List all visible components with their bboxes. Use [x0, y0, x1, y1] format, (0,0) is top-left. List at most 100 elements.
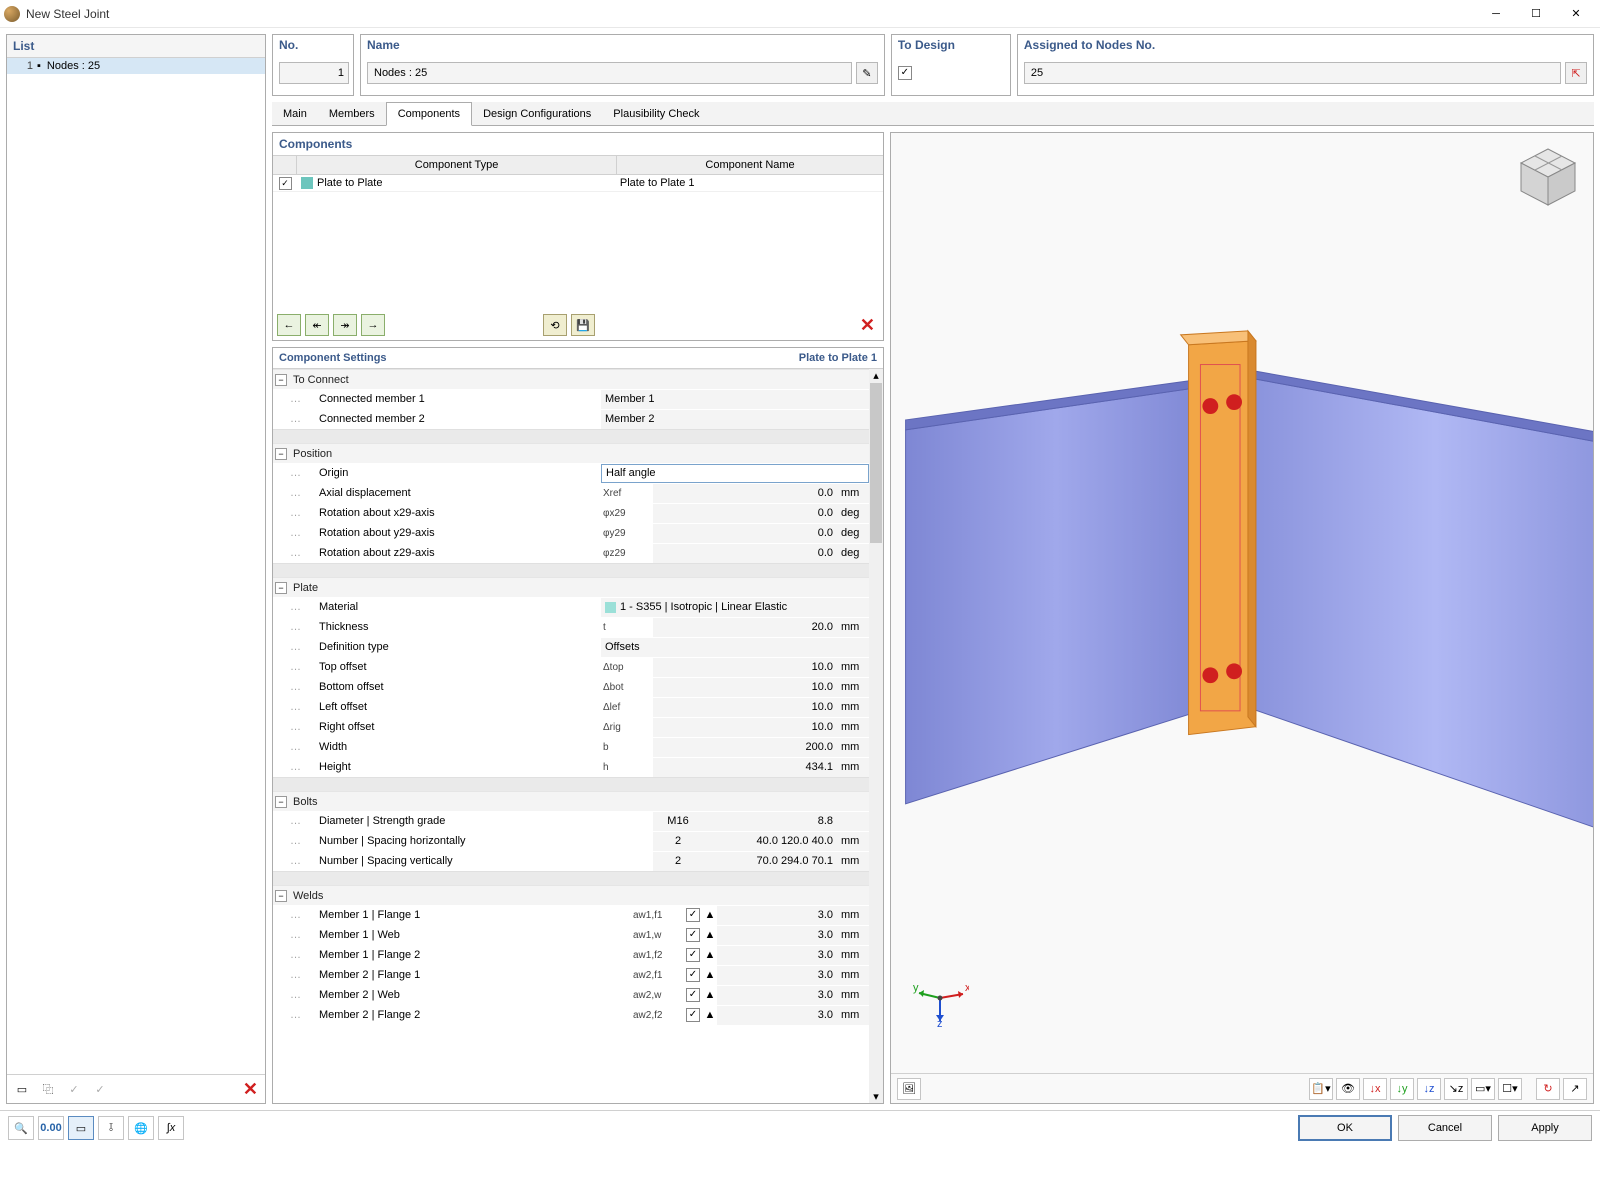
- move-up-icon[interactable]: ↞: [305, 314, 329, 336]
- prop-row[interactable]: …Member 2 | Webaw2,w✓▲3.0mm: [273, 985, 869, 1005]
- prop-row[interactable]: …Thicknesst20.0mm: [273, 617, 869, 637]
- prop-row[interactable]: …Member 1 | Webaw1,w✓▲3.0mm: [273, 925, 869, 945]
- delete-component-icon[interactable]: ✕: [856, 315, 879, 336]
- prop-value-a[interactable]: 2: [653, 852, 707, 871]
- cancel-button[interactable]: Cancel: [1398, 1115, 1492, 1141]
- view-x-icon[interactable]: ↓x: [1363, 1078, 1387, 1100]
- prop-value[interactable]: 200.0: [653, 738, 837, 757]
- weld-checkbox[interactable]: ✓: [686, 988, 700, 1002]
- prop-row[interactable]: …Number | Spacing vertically270.0 294.0 …: [273, 851, 869, 871]
- expander-icon[interactable]: −: [275, 374, 287, 386]
- add-icon[interactable]: ←: [277, 314, 301, 336]
- prop-value[interactable]: 10.0: [653, 718, 837, 737]
- move-down-icon[interactable]: ↠: [333, 314, 357, 336]
- selection-icon[interactable]: ▭: [68, 1116, 94, 1140]
- views-icon[interactable]: 📋▾: [1309, 1078, 1333, 1100]
- globe-icon[interactable]: 🌐: [128, 1116, 154, 1140]
- prop-value[interactable]: 434.1: [653, 758, 837, 777]
- prop-select[interactable]: Half angle: [601, 464, 869, 483]
- prop-value[interactable]: 3.0: [717, 966, 837, 985]
- prop-row[interactable]: …Connected member 2Member 2: [273, 409, 869, 429]
- prop-value-a[interactable]: M16: [653, 812, 707, 831]
- prop-row[interactable]: …Rotation about z29-axisφz290.0deg: [273, 543, 869, 563]
- iso-icon[interactable]: ↘z: [1444, 1078, 1468, 1100]
- export-icon[interactable]: ↗: [1563, 1078, 1587, 1100]
- row-checkbox[interactable]: ✓: [279, 177, 292, 190]
- display-mode-icon[interactable]: 🖼: [897, 1078, 921, 1100]
- box-icon[interactable]: ☐▾: [1498, 1078, 1522, 1100]
- delete-item-icon[interactable]: ✕: [239, 1079, 262, 1100]
- assigned-input[interactable]: 25: [1024, 62, 1561, 84]
- nav-cube-icon[interactable]: [1515, 145, 1581, 211]
- prop-value-b[interactable]: 70.0 294.0 70.1: [707, 852, 837, 871]
- prop-value[interactable]: 0.0: [653, 504, 837, 523]
- maximize-button[interactable]: ☐: [1516, 2, 1556, 26]
- tab-components[interactable]: Components: [386, 102, 472, 126]
- prop-value[interactable]: 10.0: [653, 698, 837, 717]
- prop-value[interactable]: Offsets: [601, 638, 869, 657]
- tab-design-configurations[interactable]: Design Configurations: [472, 102, 602, 125]
- prop-value[interactable]: 0.0: [653, 484, 837, 503]
- tab-main[interactable]: Main: [272, 102, 318, 125]
- prop-value[interactable]: 3.0: [717, 946, 837, 965]
- prop-row[interactable]: …Member 2 | Flange 2aw2,f2✓▲3.0mm: [273, 1005, 869, 1025]
- tab-plausibility-check[interactable]: Plausibility Check: [602, 102, 710, 125]
- prop-value[interactable]: 0.0: [653, 544, 837, 563]
- weld-checkbox[interactable]: ✓: [686, 928, 700, 942]
- prop-row[interactable]: …Material1 - S355 | Isotropic | Linear E…: [273, 597, 869, 617]
- prop-row[interactable]: …Rotation about x29-axisφx290.0deg: [273, 503, 869, 523]
- prop-value[interactable]: Member 2: [601, 410, 869, 429]
- weld-checkbox[interactable]: ✓: [686, 948, 700, 962]
- render-icon[interactable]: ▭▾: [1471, 1078, 1495, 1100]
- library-icon[interactable]: ⟲: [543, 314, 567, 336]
- prop-row[interactable]: …Bottom offsetΔbot10.0mm: [273, 677, 869, 697]
- group-to-connect[interactable]: −To Connect: [273, 369, 869, 389]
- ok-button[interactable]: OK: [1298, 1115, 1392, 1141]
- minimize-button[interactable]: ─: [1476, 2, 1516, 26]
- apply-button[interactable]: Apply: [1498, 1115, 1592, 1141]
- prop-value[interactable]: Member 1: [601, 390, 869, 409]
- prop-row[interactable]: …Axial displacementXref0.0mm: [273, 483, 869, 503]
- group-bolts[interactable]: −Bolts: [273, 791, 869, 811]
- prop-row[interactable]: …Diameter | Strength gradeM168.8: [273, 811, 869, 831]
- weld-checkbox[interactable]: ✓: [686, 908, 700, 922]
- close-button[interactable]: ✕: [1556, 2, 1596, 26]
- view-z-icon[interactable]: ↓z: [1417, 1078, 1441, 1100]
- prop-row[interactable]: …Left offsetΔlef10.0mm: [273, 697, 869, 717]
- expander-icon[interactable]: −: [275, 890, 287, 902]
- search-icon[interactable]: 🔍: [8, 1116, 34, 1140]
- prop-row[interactable]: …Widthb200.0mm: [273, 737, 869, 757]
- group-welds[interactable]: −Welds: [273, 885, 869, 905]
- prop-row[interactable]: …Right offsetΔrig10.0mm: [273, 717, 869, 737]
- prop-row[interactable]: …Member 2 | Flange 1aw2,f1✓▲3.0mm: [273, 965, 869, 985]
- prop-row[interactable]: …Definition typeOffsets: [273, 637, 869, 657]
- expander-icon[interactable]: −: [275, 582, 287, 594]
- prop-value[interactable]: 1 - S355 | Isotropic | Linear Elastic: [601, 598, 869, 617]
- prop-value[interactable]: 10.0: [653, 678, 837, 697]
- check-icon[interactable]: ✓: [62, 1078, 86, 1100]
- function-icon[interactable]: ∫x: [158, 1116, 184, 1140]
- joint-icon[interactable]: ⫱: [98, 1116, 124, 1140]
- expander-icon[interactable]: −: [275, 448, 287, 460]
- new-item-icon[interactable]: ▭: [10, 1078, 34, 1100]
- prop-value[interactable]: 3.0: [717, 986, 837, 1005]
- prop-row[interactable]: …OriginHalf angle: [273, 463, 869, 483]
- prop-value[interactable]: 0.0: [653, 524, 837, 543]
- prop-value-b[interactable]: 8.8: [707, 812, 837, 831]
- prop-row[interactable]: …Number | Spacing horizontally240.0 120.…: [273, 831, 869, 851]
- prop-value[interactable]: 3.0: [717, 1006, 837, 1025]
- view-y-icon[interactable]: ↓y: [1390, 1078, 1414, 1100]
- prop-row[interactable]: …Connected member 1Member 1: [273, 389, 869, 409]
- units-icon[interactable]: 0.00: [38, 1116, 64, 1140]
- copy-item-icon[interactable]: ⿻: [36, 1078, 60, 1100]
- group-plate[interactable]: −Plate: [273, 577, 869, 597]
- component-row[interactable]: ✓ Plate to Plate Plate to Plate 1: [273, 175, 883, 192]
- remove-icon[interactable]: →: [361, 314, 385, 336]
- prop-row[interactable]: …Rotation about y29-axisφy290.0deg: [273, 523, 869, 543]
- prop-row[interactable]: …Heighth434.1mm: [273, 757, 869, 777]
- scrollbar[interactable]: ▴ ▾: [869, 369, 883, 1103]
- prop-row[interactable]: …Member 1 | Flange 2aw1,f2✓▲3.0mm: [273, 945, 869, 965]
- uncheck-icon[interactable]: ✓: [88, 1078, 112, 1100]
- edit-name-icon[interactable]: ✎: [856, 62, 878, 84]
- no-input[interactable]: [279, 62, 349, 84]
